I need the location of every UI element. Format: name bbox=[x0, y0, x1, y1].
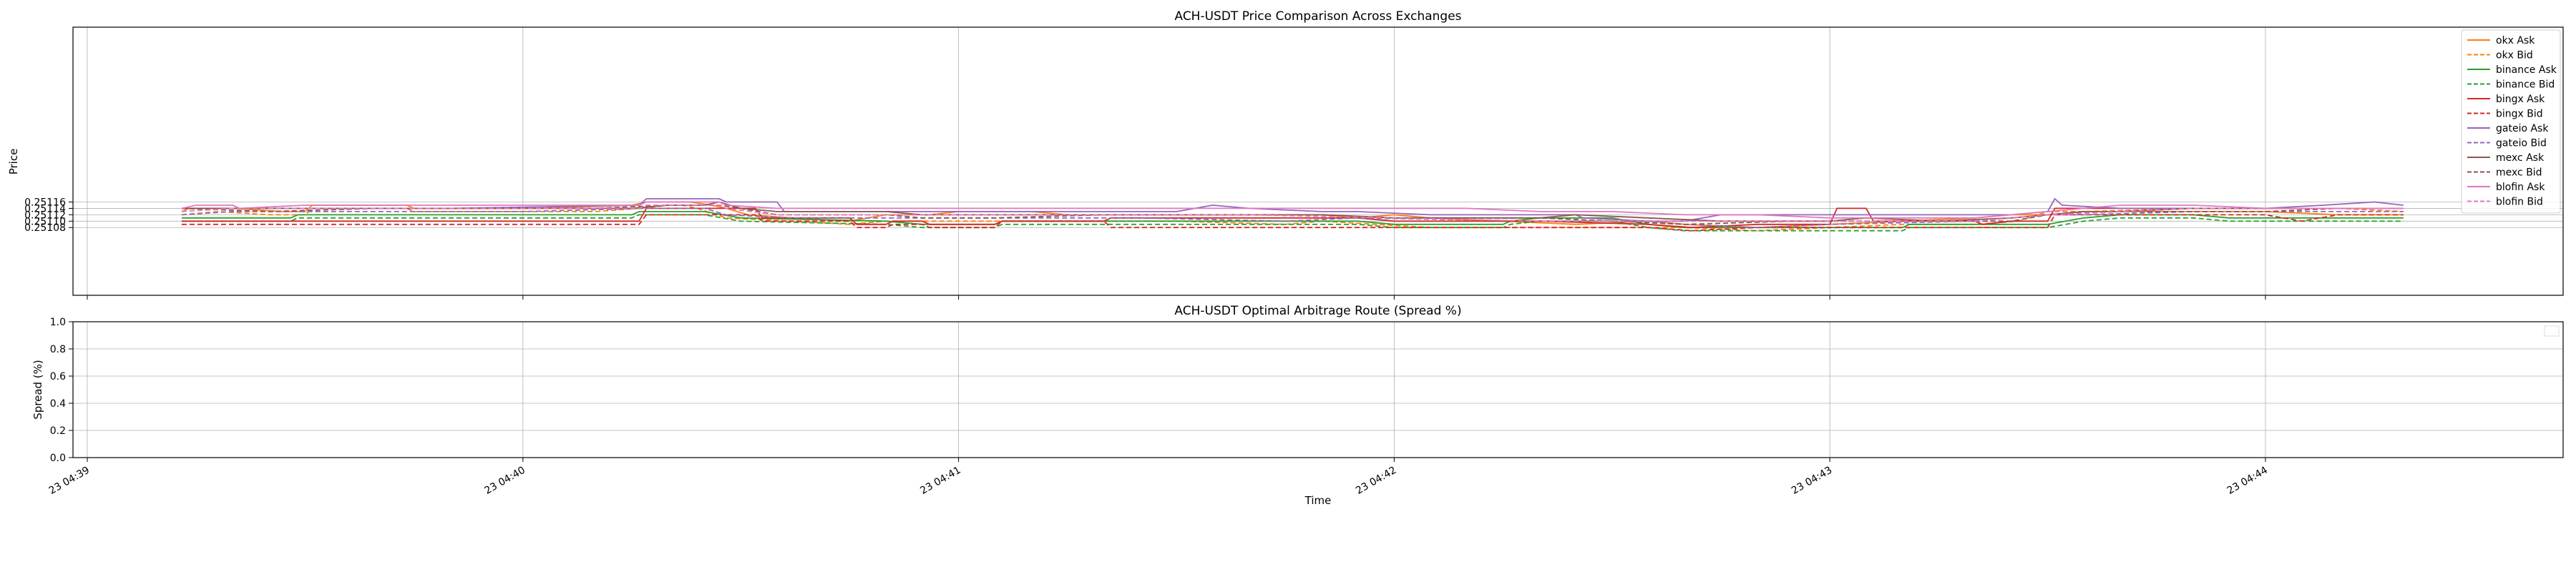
legend-label: gateio Ask bbox=[2496, 123, 2549, 134]
legend-label: gateio Bid bbox=[2496, 138, 2547, 149]
legend-label: binance Bid bbox=[2496, 79, 2555, 91]
spread-ytick-label: 0.4 bbox=[50, 398, 66, 410]
spread-ytick-label: 0.2 bbox=[50, 425, 66, 437]
spread-xtick-label: 23 04:43 bbox=[1790, 465, 1834, 497]
spread-xtick-label: 23 04:44 bbox=[2225, 465, 2270, 497]
price-chart-series bbox=[181, 198, 2404, 232]
price-ytick-label: 0.25108 bbox=[24, 222, 66, 234]
spread-xtick-label: 23 04:41 bbox=[918, 465, 962, 497]
legend-label: mexc Ask bbox=[2496, 152, 2545, 164]
legend-label: bingx Bid bbox=[2496, 109, 2543, 120]
price-chart-grid bbox=[73, 27, 2563, 295]
price-chart-ylabel: Price bbox=[7, 149, 20, 175]
spread-chart-xticks: 23 04:39 23 04:40 23 04:41 23 04:42 23 04:43… bbox=[47, 458, 2270, 497]
spread-chart: ACH-USDT Optimal Arbitrage Route (Spread… bbox=[31, 304, 2564, 507]
legend-label: blofin Bid bbox=[2496, 197, 2543, 208]
series-line-blofin-ask bbox=[181, 201, 2404, 219]
legend-label: binance Ask bbox=[2496, 64, 2557, 76]
spread-chart-yticks: 0.0 0.2 0.4 0.6 0.8 1.0 bbox=[50, 317, 73, 464]
spread-chart-ylabel: Spread (%) bbox=[31, 360, 44, 420]
legend-label: mexc Bid bbox=[2496, 167, 2542, 179]
legend-label: okx Bid bbox=[2496, 50, 2533, 61]
spread-chart-xlabel: Time bbox=[1304, 494, 1332, 507]
spread-chart-title: ACH-USDT Optimal Arbitrage Route (Spread… bbox=[1174, 304, 1461, 318]
spread-ytick-label: 0.8 bbox=[50, 344, 66, 355]
spread-ytick-label: 0.6 bbox=[50, 371, 66, 383]
spread-chart-grid bbox=[73, 321, 2563, 458]
price-ytick-label: 0.25112 bbox=[24, 209, 66, 221]
spread-ytick-label: 1.0 bbox=[50, 317, 66, 328]
legend-label: bingx Ask bbox=[2496, 94, 2545, 105]
price-chart-frame bbox=[72, 26, 2564, 296]
spread-xtick-label: 23 04:39 bbox=[47, 465, 92, 497]
series-line-gateio-ask bbox=[181, 198, 2404, 222]
legend-label: blofin Ask bbox=[2496, 182, 2545, 193]
series-line-gateio-bid bbox=[181, 207, 2404, 229]
price-chart-title: ACH-USDT Price Comparison Across Exchang… bbox=[1174, 9, 1461, 24]
price-chart-xticks bbox=[87, 295, 2266, 300]
legend-frame bbox=[2461, 29, 2561, 214]
spread-xtick-label: 23 04:40 bbox=[483, 465, 527, 497]
spread-chart-frame bbox=[72, 321, 2564, 458]
price-ytick-label: 0.25116 bbox=[24, 197, 66, 208]
spread-ytick-label: 0.0 bbox=[50, 453, 66, 464]
price-ytick-label: 0.25114 bbox=[24, 203, 66, 214]
series-line-bingx-bid bbox=[181, 214, 2404, 232]
series-line-binance-bid bbox=[181, 214, 2404, 232]
series-line-binance-ask bbox=[181, 211, 2404, 229]
spread-xtick-label: 23 04:42 bbox=[1354, 465, 1398, 497]
legend: okx Ask okx Bid binance Ask binance Bid bing… bbox=[2461, 29, 2561, 214]
series-line-blofin-bid bbox=[181, 204, 2404, 222]
spread-legend-box bbox=[2544, 325, 2560, 337]
legend-label: okx Ask bbox=[2496, 35, 2535, 46]
price-ytick-label: 0.25110 bbox=[24, 216, 66, 227]
price-chart: ACH-USDT Price Comparison Across Exchang… bbox=[7, 9, 2564, 300]
